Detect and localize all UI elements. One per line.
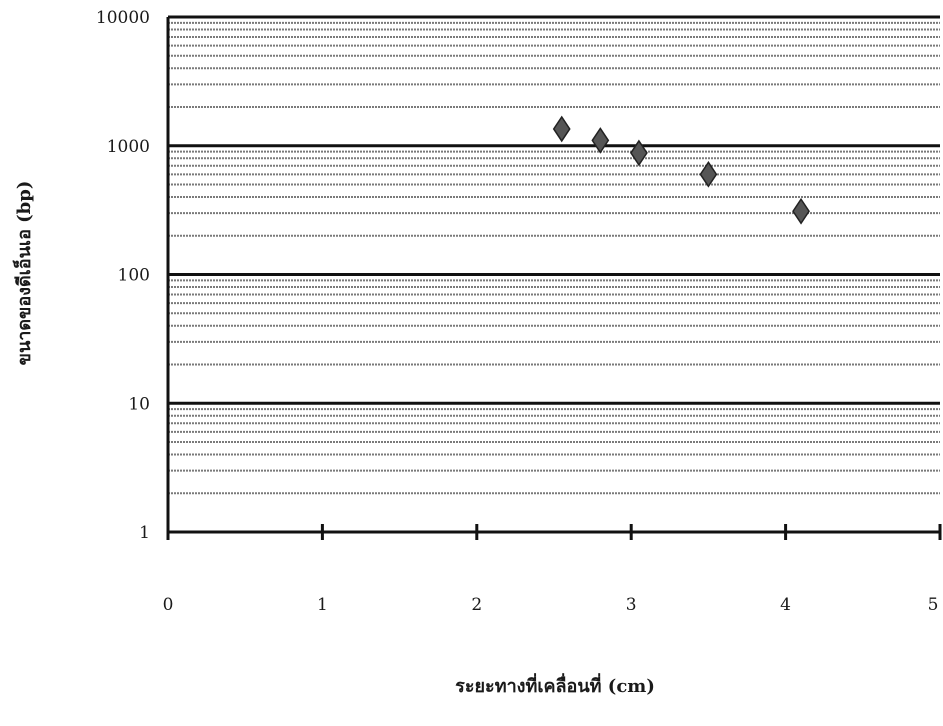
x-axis-title: ระยะทางที่เคลื่อนที่ (cm): [455, 673, 655, 697]
y-tick-label: 100: [118, 266, 150, 286]
x-tick-labels: 0 1 2 3 4 5: [163, 595, 939, 615]
x-tick-label: 4: [780, 595, 791, 615]
x-tick-label: 3: [626, 595, 637, 615]
y-tick-label: 10: [128, 394, 150, 414]
x-tick-label: 1: [317, 595, 328, 615]
axes: [168, 17, 940, 540]
y-tick-labels: 1 10 100 1000 10000: [96, 8, 150, 543]
y-axis-title: ขนาดของดีเอ็นเอ (bp): [12, 181, 35, 366]
data-point: [554, 117, 570, 141]
y-tick-label: 1000: [107, 137, 150, 157]
x-tick-label: 2: [471, 595, 482, 615]
y-tick-label: 10000: [96, 8, 150, 28]
x-tick-label: 5: [928, 595, 939, 615]
y-tick-label: 1: [139, 523, 150, 543]
data-point: [793, 199, 809, 223]
grid-lines: [168, 17, 940, 493]
data-points: [554, 117, 809, 223]
data-point: [592, 128, 608, 152]
x-tick-label: 0: [163, 595, 174, 615]
